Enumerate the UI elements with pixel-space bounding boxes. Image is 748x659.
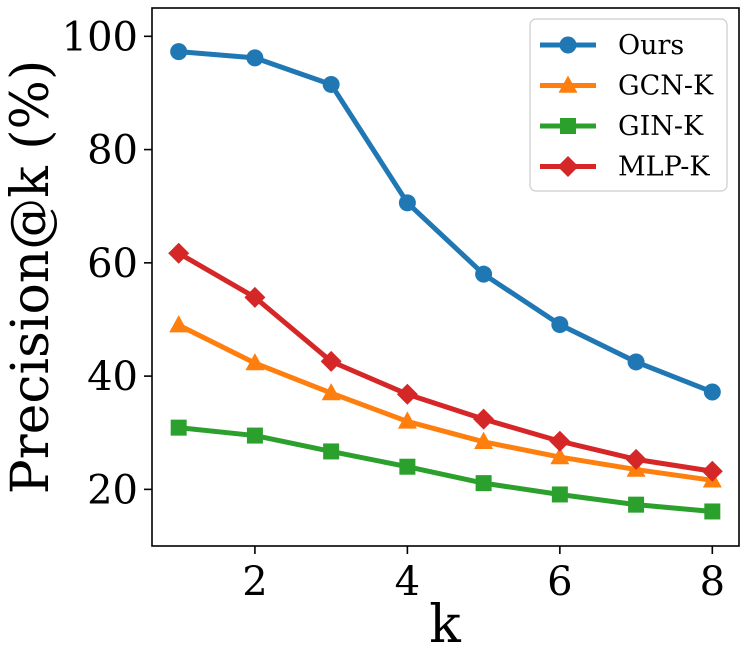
series-line-gin-k [176, 425, 715, 514]
data-point-ours-7 [627, 353, 645, 371]
legend-label-gin-k: GIN-K [618, 111, 704, 142]
y-axis-title: Precision@k (%) [1, 60, 61, 495]
data-point-ours-1 [170, 43, 188, 61]
data-point-gcn-k-5 [474, 431, 494, 449]
y-tick-label-100: 100 [62, 14, 138, 60]
data-point-mlp-k-5 [473, 408, 495, 430]
legend: Ours GCN-K GIN-K MLP-K [529, 18, 728, 192]
data-point-gin-k-8 [704, 503, 721, 520]
data-point-mlp-k-1 [168, 242, 190, 264]
y-tick-label-40: 40 [87, 354, 138, 400]
data-point-gcn-k-2 [245, 353, 265, 371]
axis-ticks: 2 4 6 8 20 40 60 80 100 [62, 14, 725, 605]
y-tick-label-60: 60 [87, 241, 138, 287]
x-tick-label-6: 6 [547, 559, 572, 605]
legend-label-mlp-k: MLP-K [618, 152, 710, 183]
legend-marker-mlp-k [557, 156, 579, 177]
legend-label-ours: Ours [618, 30, 684, 61]
data-point-mlp-k-3 [320, 350, 342, 372]
x-tick-label-2: 2 [242, 559, 267, 605]
data-point-mlp-k-2 [244, 286, 266, 308]
data-point-mlp-k-8 [701, 460, 723, 482]
series-line-ours [176, 49, 715, 395]
x-tick-label-8: 8 [700, 559, 725, 605]
x-axis-title: k [429, 595, 461, 655]
data-point-gin-k-7 [628, 496, 645, 513]
data-point-gin-k-4 [399, 458, 416, 475]
data-point-gin-k-5 [475, 475, 492, 492]
data-point-ours-5 [475, 265, 493, 283]
data-point-ours-6 [551, 316, 569, 334]
data-point-gcn-k-6 [550, 447, 570, 465]
legend-box [529, 18, 728, 192]
data-point-mlp-k-6 [549, 430, 571, 452]
legend-label-gcn-k: GCN-K [618, 71, 714, 102]
data-point-ours-8 [703, 383, 721, 401]
y-tick-label-80: 80 [87, 128, 138, 174]
plot-area [168, 43, 723, 520]
y-tick-label-20: 20 [87, 467, 138, 513]
x-tick-label-4: 4 [395, 559, 420, 605]
series-line-gcn-k [176, 322, 715, 483]
data-point-gcn-k-1 [169, 315, 189, 333]
data-point-gin-k-6 [551, 486, 568, 503]
data-point-mlp-k-7 [625, 448, 647, 470]
series-line-mlp-k [176, 250, 715, 474]
legend-marker-gin-k [560, 118, 576, 134]
data-point-gin-k-2 [246, 427, 263, 444]
data-point-ours-3 [322, 75, 340, 93]
data-point-ours-2 [246, 49, 264, 67]
data-point-mlp-k-4 [396, 383, 418, 405]
data-point-gcn-k-4 [397, 411, 417, 429]
legend-marker-gcn-k [558, 75, 578, 93]
data-point-gin-k-3 [323, 443, 340, 460]
data-point-gcn-k-3 [321, 383, 341, 401]
data-point-gin-k-1 [170, 419, 187, 436]
axes-frame [151, 7, 740, 547]
data-point-ours-4 [398, 194, 416, 212]
legend-marker-ours [559, 36, 577, 54]
